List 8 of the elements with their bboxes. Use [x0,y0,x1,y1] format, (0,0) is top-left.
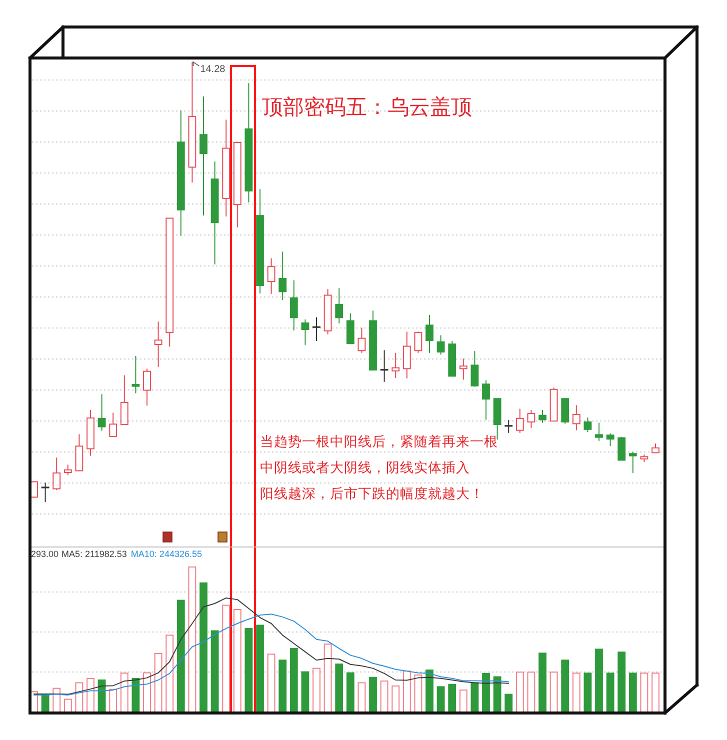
annotation: 当趋势一根中阳线后，紧随着再来一根 [260,434,498,449]
legend-item: MA5: 211982.53 [62,549,127,559]
annotation: 阳线越深，后市下跌的幅度就越大！ [260,486,484,501]
title: 顶部密码五：乌云盖顶 [262,96,472,119]
annotation: 14.28 [200,64,226,75]
legend-item: MA10: 244326.55 [130,549,202,559]
annotation: 中阴线或者大阴线，阴线实体插入 [260,460,470,475]
annotation: 293.00 [31,549,59,559]
